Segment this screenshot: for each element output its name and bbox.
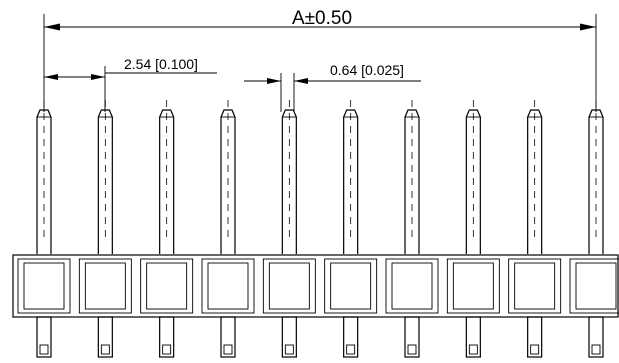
housing-cell — [569, 258, 619, 314]
pitch-dimension: 2.54 [0.100] — [44, 56, 217, 112]
pin — [97, 100, 113, 358]
pin-tail-end — [162, 344, 172, 355]
housing-cell — [446, 258, 500, 314]
pin-tail-end — [591, 344, 601, 355]
pin — [220, 100, 236, 358]
pin-outline — [527, 109, 543, 254]
housing-outline — [12, 254, 619, 318]
housing-cell — [385, 258, 439, 314]
pin-outline — [281, 109, 297, 254]
pin-width-arrow-left — [267, 78, 281, 84]
pin-outline — [220, 109, 236, 254]
pin-tail-end — [223, 344, 233, 355]
housing-cell-inner — [207, 262, 249, 310]
pin — [159, 100, 175, 358]
pin — [527, 100, 543, 358]
pitch-label: 2.54 [0.100] — [124, 56, 198, 72]
pin-tail-end — [468, 344, 478, 355]
pin-tail — [465, 316, 481, 358]
pin-tail — [527, 316, 543, 358]
pin-outline — [588, 109, 604, 254]
pin-outline — [36, 109, 52, 254]
pin-tail-end — [100, 344, 110, 355]
housing-cell — [140, 258, 194, 314]
housing-cell — [324, 258, 378, 314]
arrowhead-left — [44, 23, 60, 31]
pin-tail-end — [530, 344, 540, 355]
pin — [465, 100, 481, 358]
pin-tail — [588, 316, 604, 358]
pins-group — [36, 100, 604, 358]
pin — [343, 100, 359, 358]
housing-cell-inner — [84, 262, 126, 310]
housing-cell-inner — [575, 262, 617, 310]
pin-width-dimension: 0.64 [0.025] — [244, 62, 421, 112]
pin-outline — [465, 109, 481, 254]
housing-cell — [17, 258, 71, 314]
pitch-arrow-right — [91, 74, 105, 80]
pin-tail — [97, 316, 113, 358]
pin-tail — [404, 316, 420, 358]
overall-length-label: A±0.50 — [292, 8, 352, 29]
housing-group — [12, 254, 619, 318]
housing-cell-inner — [391, 262, 433, 310]
pitch-arrow-left — [44, 74, 58, 80]
pin-tail — [220, 316, 236, 358]
pin — [281, 100, 297, 358]
pin-tail — [343, 316, 359, 358]
arrowhead-right — [580, 23, 596, 31]
pin-outline — [97, 109, 113, 254]
housing-cell-inner — [452, 262, 494, 310]
housing-cell — [508, 258, 562, 314]
pin-tail-end — [346, 344, 356, 355]
pin-outline — [343, 109, 359, 254]
housing-cell-inner — [23, 262, 65, 310]
housing-cell-inner — [268, 262, 310, 310]
pin-width-arrow-right — [294, 78, 308, 84]
pin-outline — [159, 109, 175, 254]
pin-tail-end — [39, 344, 49, 355]
housing-cell-inner — [330, 262, 372, 310]
pin-tail — [281, 316, 297, 358]
housing-cell-inner — [146, 262, 188, 310]
overall-dimension: A±0.50 — [43, 8, 597, 112]
housing-cell — [201, 258, 255, 314]
pin-tail — [36, 316, 52, 358]
pin-tail-end — [407, 344, 417, 355]
pin — [36, 100, 52, 358]
pin — [588, 100, 604, 358]
pin-tail-end — [284, 344, 294, 355]
pin-outline — [404, 109, 420, 254]
pin-width-label: 0.64 [0.025] — [330, 62, 404, 78]
housing-cell — [262, 258, 316, 314]
pin-tail — [159, 316, 175, 358]
housing-cell-inner — [514, 262, 556, 310]
pin — [404, 100, 420, 358]
housing-cell — [78, 258, 132, 314]
